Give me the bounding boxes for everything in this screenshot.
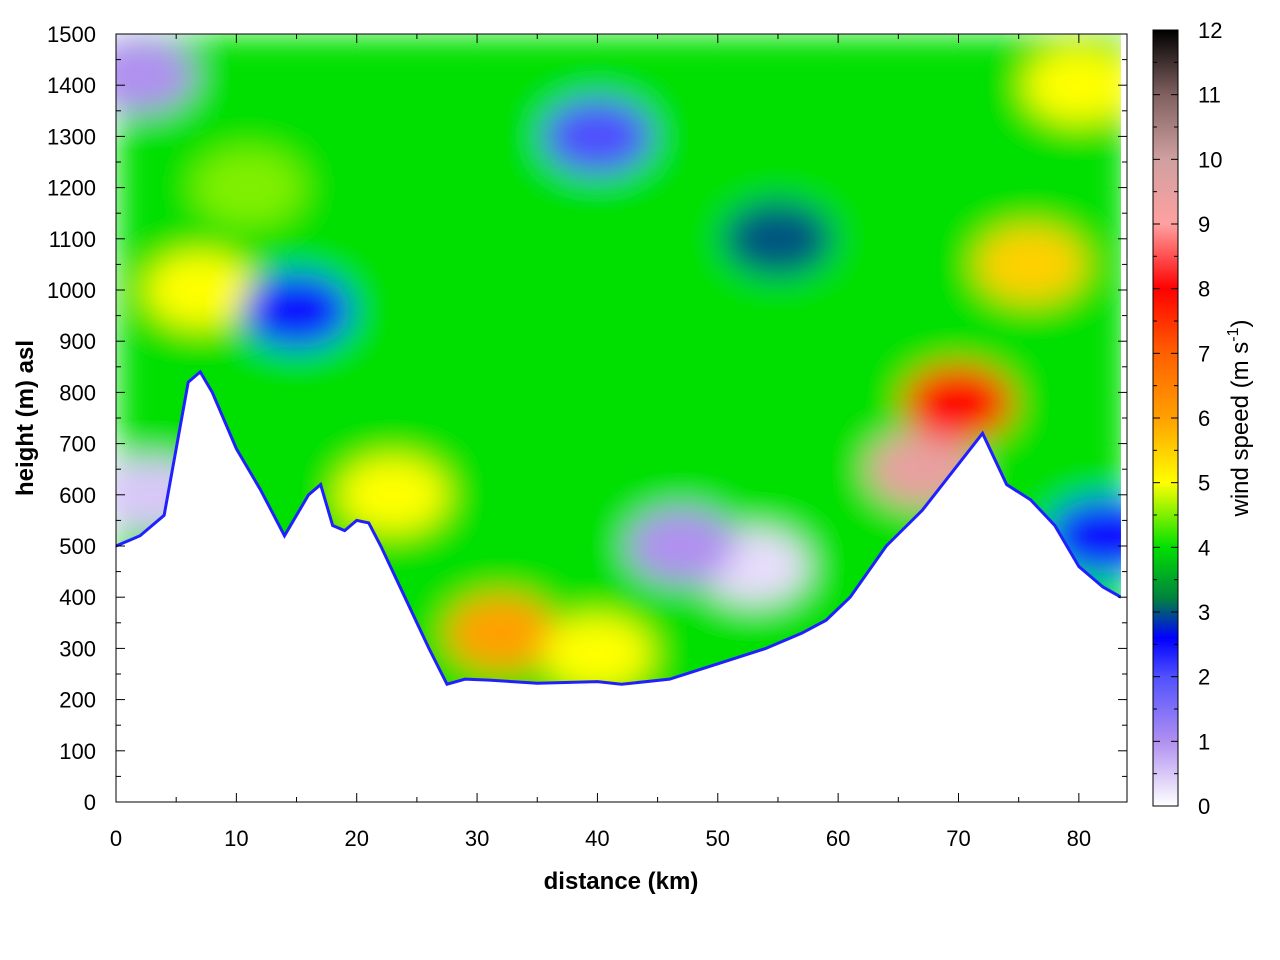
y-tick-label: 500 — [59, 534, 96, 559]
colorbar-tick-label: 11 — [1198, 83, 1221, 108]
wind-speed-cell — [903, 364, 1014, 441]
colorbar-tick-label: 1 — [1198, 729, 1210, 754]
x-axis-title: distance (km) — [544, 868, 699, 895]
y-tick-label: 0 — [84, 790, 96, 815]
wind-speed-cell — [446, 595, 557, 672]
x-tick-label: 10 — [224, 826, 248, 851]
x-tick-label: 20 — [344, 826, 368, 851]
wind-speed-cell — [626, 508, 737, 584]
wind-speed-cell — [542, 354, 653, 431]
y-tick-label: 300 — [59, 636, 96, 661]
colorbar-tick-label: 8 — [1198, 277, 1210, 302]
y-tick-label: 700 — [59, 432, 96, 457]
wind-speed-cell — [241, 272, 352, 349]
terrain-mask — [116, 371, 1121, 802]
y-tick-label: 1200 — [47, 176, 96, 201]
wind-speed-cell — [542, 98, 653, 175]
x-tick-label: 30 — [465, 826, 489, 851]
y-tick-label: 600 — [59, 483, 96, 508]
wind-speed-cell — [337, 456, 448, 533]
wind-speed-cell — [722, 200, 833, 277]
y-tick-label: 400 — [59, 585, 96, 610]
y-tick-label: 1400 — [47, 73, 96, 98]
colorbar-tick-label: 3 — [1198, 600, 1210, 625]
colorbar-tick-label: 9 — [1198, 212, 1210, 237]
wind-speed-cell — [542, 615, 653, 692]
wind-speed-cell — [975, 226, 1086, 303]
x-tick-label: 70 — [946, 826, 970, 851]
wind-field-layer — [116, 34, 1127, 802]
y-tick-label: 1100 — [49, 227, 96, 252]
x-tick-label: 40 — [585, 826, 609, 851]
wind-field — [116, 34, 1127, 802]
x-tick-label: 60 — [826, 826, 850, 851]
x-tick-label: 0 — [110, 826, 122, 851]
colorbar-tick-label: 5 — [1198, 471, 1210, 496]
y-axis-title: height (m) asl — [12, 340, 39, 496]
colorbar-tick-label: 0 — [1198, 794, 1210, 819]
colorbar-tick-label: 2 — [1198, 665, 1210, 690]
terrain-outline — [116, 369, 1122, 687]
y-tick-label: 900 — [59, 329, 96, 354]
y-tick-label: 200 — [59, 688, 96, 713]
colorbar-title-main: wind speed (m s — [1227, 342, 1254, 518]
wind-speed-cell — [116, 36, 196, 113]
y-tick-label: 1000 — [47, 278, 96, 303]
y-tick-label: 1500 — [47, 22, 96, 47]
y-tick-label: 100 — [59, 739, 96, 764]
colorbar-tick-label: 7 — [1198, 341, 1210, 366]
wind-speed-cell — [1023, 47, 1127, 124]
x-axis: 0 10 20 30 40 50 60 70 80 — [110, 34, 1091, 851]
y-axis: 0 100 200 300 400 500 600 700 800 900 1000 1100 1200… — [47, 22, 1127, 815]
wind-speed-cell — [193, 149, 304, 226]
y-tick-label: 800 — [59, 380, 96, 405]
wind-speed-cell — [145, 252, 256, 328]
colorbar-tick-label: 10 — [1198, 147, 1222, 172]
x-tick-label: 80 — [1067, 826, 1091, 851]
colorbar-tick-label: 6 — [1198, 406, 1210, 431]
colorbar-title: wind speed (m s-1) — [1225, 320, 1254, 518]
y-tick-label: 1300 — [47, 124, 96, 149]
x-tick-label: 50 — [706, 826, 730, 851]
colorbar-title-exponent: -1 — [1225, 327, 1242, 341]
colorbar-title-close: ) — [1227, 320, 1254, 328]
colorbar-tick-label: 4 — [1198, 535, 1210, 560]
colorbar-tick-label: 12 — [1198, 18, 1222, 43]
